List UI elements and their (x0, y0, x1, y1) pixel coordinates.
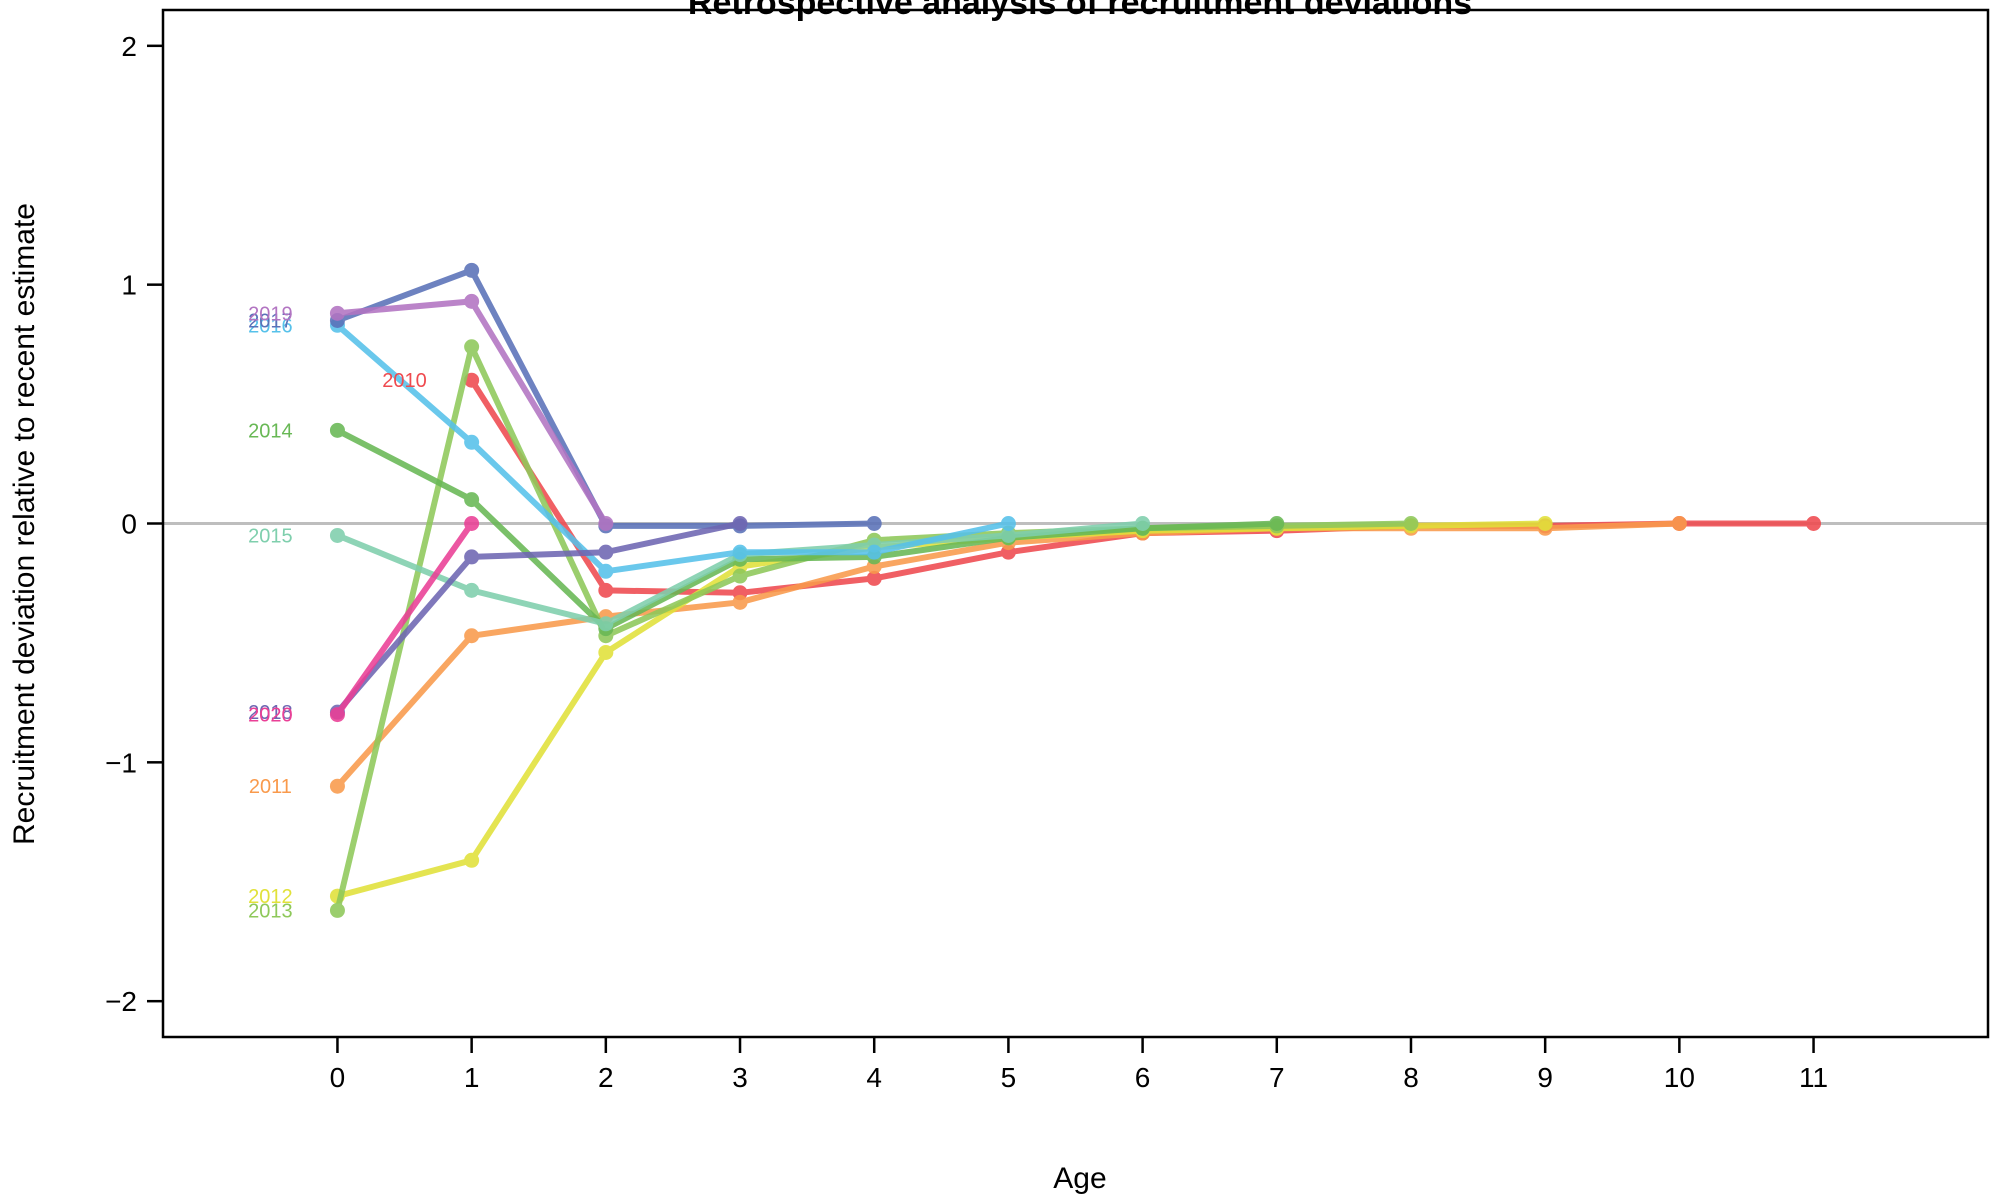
x-tick-label-1: 1 (464, 1062, 480, 1093)
data-point-2011-age-1 (464, 628, 480, 644)
series-label-2016: 2016 (248, 315, 293, 337)
y-tick-label-0: 0 (121, 509, 137, 540)
series-label-2010: 2010 (382, 370, 427, 392)
data-point-2013-age-0 (329, 902, 345, 918)
series-line-2012 (334, 520, 1549, 900)
series-2010 (464, 372, 1822, 601)
data-point-2019-age-0 (329, 305, 345, 321)
series-label-2013: 2013 (248, 900, 293, 922)
data-point-2013-age-3 (732, 568, 748, 584)
x-tick-label-4: 4 (866, 1062, 882, 1093)
series-line-2019 (334, 298, 609, 527)
data-point-2020-age-0 (329, 707, 345, 723)
data-point-2011-age-10 (1671, 516, 1687, 531)
series-2016 (329, 317, 1016, 579)
x-tick-label-2: 2 (598, 1062, 614, 1093)
data-point-2020-age-1 (464, 516, 480, 531)
data-point-2013-age-1 (464, 339, 480, 355)
data-point-2019-age-2 (598, 516, 614, 531)
data-point-2016-age-4 (866, 544, 882, 560)
data-point-2014-age-0 (329, 422, 345, 438)
x-axis-title: Age (1053, 1162, 1106, 1195)
data-point-2011-age-3 (732, 594, 748, 610)
series-label-2020: 2020 (248, 705, 293, 727)
year-labels: 2010201120122013201420152016201720182019… (248, 303, 427, 922)
series-line-2020 (334, 520, 475, 718)
series-line-2013 (334, 343, 1414, 914)
data-point-2016-age-5 (1000, 516, 1016, 531)
series-label-2019: 2019 (248, 303, 293, 325)
y-tick-label-1: 1 (121, 270, 137, 301)
data-point-2016-age-3 (732, 544, 748, 560)
x-tick-label-0: 0 (330, 1062, 346, 1093)
series-label-2015: 2015 (248, 525, 293, 547)
x-tick-label-5: 5 (1001, 1062, 1017, 1093)
data-point-2015-age-0 (329, 527, 345, 543)
data-point-2012-age-9 (1537, 516, 1553, 531)
y-tick-label-2: 2 (121, 31, 137, 62)
x-tick-label-8: 8 (1403, 1062, 1419, 1093)
series-label-2014: 2014 (248, 420, 293, 442)
data-point-2013-age-8 (1403, 516, 1419, 531)
data-point-2010-age-1 (464, 372, 480, 388)
series-2017 (329, 262, 882, 534)
data-point-2012-age-1 (464, 852, 480, 868)
data-point-2014-age-1 (464, 492, 480, 508)
x-tick-label-7: 7 (1269, 1062, 1285, 1093)
data-point-2017-age-1 (464, 262, 480, 278)
series-label-2012: 2012 (248, 886, 293, 908)
data-point-2018-age-3 (732, 516, 748, 531)
data-point-2015-age-1 (464, 582, 480, 598)
axes: 0 1 2 3 4 5 6 7 8 9 10 11 −2 −1 0 1 2 (105, 8, 1990, 1093)
data-point-2018-age-2 (598, 544, 614, 560)
x-tick-label-11: 11 (1799, 1062, 1828, 1093)
data-point-2010-age-2 (598, 582, 614, 598)
data-point-2012-age-2 (598, 644, 614, 660)
data-point-2010-age-4 (866, 570, 882, 586)
data-point-2016-age-1 (464, 434, 480, 450)
data-point-2018-age-1 (464, 549, 480, 565)
y-tick-label--1: −1 (105, 747, 137, 778)
series-label-2018: 2018 (248, 702, 293, 724)
data-point-2010-age-11 (1806, 516, 1822, 531)
data-point-2014-age-7 (1269, 516, 1285, 531)
plot-area (163, 262, 1988, 918)
data-point-2015-age-6 (1135, 516, 1151, 531)
data-point-2011-age-0 (329, 778, 345, 794)
series-line-2016 (334, 322, 1012, 575)
series-2012 (329, 516, 1553, 904)
data-point-2015-age-2 (598, 616, 614, 632)
data-point-2019-age-1 (464, 293, 480, 309)
data-point-2017-age-4 (866, 516, 882, 531)
series-2020 (329, 516, 480, 723)
y-axis-title: Recruitment deviation relative to recent… (8, 203, 41, 845)
x-tick-label-9: 9 (1537, 1062, 1553, 1093)
data-point-2015-age-5 (1000, 527, 1016, 543)
x-tick-label-6: 6 (1135, 1062, 1151, 1093)
series-label-2017: 2017 (248, 310, 293, 332)
data-point-2016-age-2 (598, 563, 614, 579)
x-tick-label-10: 10 (1664, 1062, 1695, 1093)
series-line-2014 (334, 427, 1280, 632)
series-label-2011: 2011 (249, 776, 292, 798)
series-2019 (329, 293, 614, 531)
y-tick-label--2: −2 (105, 986, 137, 1017)
x-tick-label-3: 3 (732, 1062, 748, 1093)
series-line-2018 (334, 520, 743, 716)
